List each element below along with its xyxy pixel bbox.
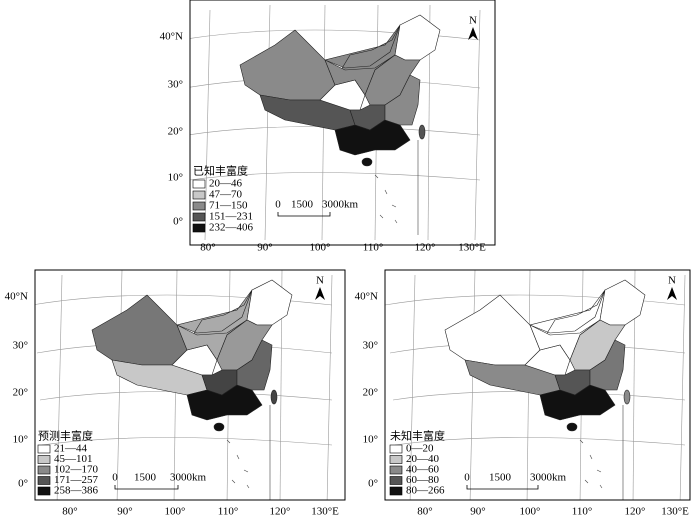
- legend-label: 171—257: [54, 474, 99, 486]
- map-frame: [34, 269, 346, 501]
- lat-label: 0°: [173, 216, 183, 228]
- scale-bar: [466, 485, 539, 490]
- north-label: N: [316, 275, 324, 287]
- lon-label: 130°E: [311, 506, 339, 518]
- lon-label: 80°: [417, 506, 432, 518]
- legend-label: 20—46: [209, 178, 243, 190]
- legend-swatch: [192, 212, 206, 222]
- lat-label: 40°N: [5, 291, 28, 303]
- lon-label: 100°: [165, 506, 186, 518]
- legend-swatch: [37, 465, 51, 475]
- legend-label: 102—170: [54, 464, 99, 476]
- lat-label: 0°: [18, 478, 28, 490]
- lon-label: 120°: [415, 242, 436, 254]
- map-panel: 40°N 30° 20° 10° 0° 80° 90° 100° 110° 120° 130°E 预测…: [5, 269, 346, 518]
- lon-label: 130°E: [661, 506, 689, 518]
- scale-label: 3000km: [530, 472, 567, 484]
- lon-label: 120°: [625, 506, 646, 518]
- map-panel: 40°N 30° 20° 10° 0° 80° 90° 100° 110° 120° 130°E 已知…: [160, 0, 496, 254]
- legend-label: 21—44: [54, 443, 88, 455]
- map-panel: 40°N 30° 20° 10° 0° 80° 90° 100° 110° 120° 130°E 未知…: [355, 269, 691, 518]
- scale-label: 1500: [489, 472, 512, 484]
- scale-label: 3000km: [170, 472, 207, 484]
- legend-swatch: [389, 476, 403, 485]
- lat-label: 20°: [363, 387, 378, 399]
- lat-label: 30°: [363, 340, 378, 352]
- scale-label: 0: [112, 472, 118, 484]
- legend-swatch: [37, 476, 51, 485]
- lat-label: 30°: [13, 340, 28, 352]
- lat-label: 10°: [13, 434, 28, 446]
- lon-label: 90°: [257, 242, 272, 254]
- lon-label: 80°: [200, 242, 215, 254]
- legend-swatch: [37, 444, 51, 454]
- lon-label: 90°: [117, 506, 132, 518]
- scale-label: 1500: [134, 472, 157, 484]
- map-frame: [189, 0, 496, 246]
- scale-bar: [114, 485, 179, 490]
- lat-label: 20°: [13, 387, 28, 399]
- legend-label: 80—266: [406, 485, 445, 497]
- legend-label: 40—60: [406, 464, 440, 476]
- legend-swatch: [192, 179, 206, 189]
- legend-title: 未知丰富度: [390, 429, 445, 443]
- lon-label: 80°: [62, 506, 77, 518]
- legend-swatch: [192, 223, 206, 233]
- legend-swatch: [192, 190, 206, 200]
- scale-label: 0: [464, 472, 470, 484]
- north-arrow: [315, 287, 325, 300]
- lat-label: 0°: [368, 478, 378, 490]
- lat-label: 30°: [168, 79, 183, 91]
- lat-label: 40°N: [355, 291, 378, 303]
- scale-label: 0: [275, 199, 281, 211]
- panels: 40°N 30° 20° 10° 0° 80° 90° 100° 110° 120° 130°E 已知…: [5, 0, 691, 518]
- map-frame: [384, 269, 691, 501]
- legend-title: 预测丰富度: [38, 429, 93, 443]
- legend-label: 60—80: [406, 474, 440, 486]
- lat-label: 10°: [168, 172, 183, 184]
- legend-swatch: [389, 486, 403, 496]
- scale-label: 1500: [291, 199, 314, 211]
- lon-label: 110°: [363, 242, 384, 254]
- north-label: N: [668, 275, 676, 287]
- lon-label: 90°: [470, 506, 485, 518]
- legend-label: 71—150: [209, 200, 248, 212]
- lat-label: 10°: [363, 434, 378, 446]
- lon-label: 130°E: [458, 242, 486, 254]
- legend-swatch: [389, 444, 403, 454]
- lat-label: 40°N: [160, 31, 183, 43]
- legend-swatch: [389, 465, 403, 475]
- legend-swatch: [37, 486, 51, 496]
- lon-label: 110°: [218, 506, 239, 518]
- legend-label: 20—40: [406, 453, 440, 465]
- north-arrow: [468, 27, 478, 40]
- north-label: N: [469, 15, 477, 27]
- scale-label: 3000km: [322, 199, 359, 211]
- scale-bar: [277, 212, 331, 217]
- legend-swatch: [389, 455, 403, 464]
- legend-swatch: [192, 201, 206, 211]
- north-arrow: [667, 287, 677, 300]
- lon-label: 120°: [270, 506, 291, 518]
- legend-label: 232—406: [209, 222, 254, 234]
- legend-label: 45—101: [54, 453, 93, 465]
- lat-label: 20°: [168, 126, 183, 138]
- legend-swatch: [37, 455, 51, 464]
- legend-title: 已知丰富度: [193, 164, 248, 178]
- legend-label: 47—70: [209, 189, 243, 201]
- lon-label: 110°: [572, 506, 593, 518]
- legend-label: 151—231: [209, 211, 253, 223]
- legend-label: 0—20: [406, 443, 434, 455]
- lon-label: 100°: [310, 242, 331, 254]
- legend-label: 258—386: [54, 485, 99, 497]
- lon-label: 100°: [520, 506, 541, 518]
